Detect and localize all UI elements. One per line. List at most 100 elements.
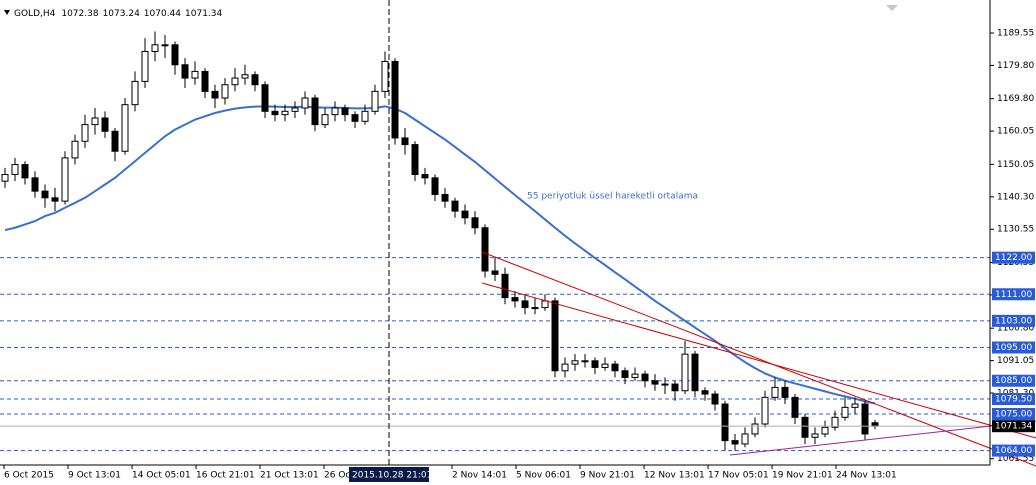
- candle-body: [721, 403, 729, 442]
- candle-body: [551, 300, 559, 372]
- candle-body: [171, 44, 179, 66]
- level-label: 1085.00: [995, 376, 1032, 386]
- candle-body: [631, 373, 639, 378]
- cursor-label-box: [349, 467, 429, 482]
- symbol: GOLD,H4: [14, 9, 56, 19]
- candle-body: [691, 353, 699, 392]
- menu-icon[interactable]: [4, 10, 10, 15]
- x-tick-label: 16 Oct 21:01: [196, 471, 255, 481]
- candle-body: [351, 114, 359, 122]
- trend-line: [729, 420, 1036, 456]
- candle-body: [701, 390, 709, 395]
- candle-body: [151, 44, 159, 52]
- candle-body: [391, 60, 399, 139]
- level-label: 1095.00: [995, 343, 1032, 353]
- candle-body: [321, 114, 329, 126]
- y-tick-label: 1189.55: [997, 28, 1034, 38]
- candle-body: [771, 386, 779, 398]
- x-tick-label: 19 Nov 21:01: [772, 471, 833, 481]
- candle-body: [471, 217, 479, 229]
- candle-body: [431, 177, 439, 195]
- y-tick-label: 1150.05: [997, 160, 1034, 170]
- y-tick-label: 1061.55: [997, 454, 1034, 464]
- y-tick-label: 1169.80: [997, 94, 1034, 104]
- candle-body: [521, 300, 529, 309]
- high: 1073.24: [103, 9, 140, 19]
- candle-body: [651, 380, 659, 385]
- candle-body: [861, 403, 869, 435]
- level-label: 1079.50: [995, 395, 1032, 405]
- close: 1071.34: [185, 9, 222, 19]
- x-tick-label: 12 Nov 13:01: [644, 471, 705, 481]
- trend-line: [481, 251, 1036, 467]
- candle-body: [571, 360, 579, 365]
- candle-body: [161, 44, 169, 47]
- candle-body: [811, 433, 819, 438]
- x-tick-label: 5 Nov 06:01: [516, 471, 571, 481]
- x-tick-label: 6 Oct 2015: [4, 471, 54, 481]
- candle-body: [231, 77, 239, 86]
- y-tick-label: 1160.05: [997, 127, 1034, 137]
- x-tick-label: 21 Oct 13:01: [260, 471, 319, 481]
- candle-body: [191, 70, 199, 79]
- ema-line: [4, 105, 876, 405]
- candle-body: [331, 107, 339, 116]
- candle-body: [841, 406, 849, 418]
- candle-body: [311, 97, 319, 126]
- plot-area: [0, 31, 990, 452]
- level-label-box: [992, 393, 1035, 406]
- candle-body: [851, 403, 859, 408]
- level-label-box: [992, 444, 1035, 457]
- open: 1072.38: [61, 9, 98, 19]
- candle-body: [201, 70, 209, 92]
- scroll-icon[interactable]: [886, 5, 898, 11]
- candle-body: [371, 90, 379, 112]
- candle-body: [821, 426, 829, 435]
- annotation: 55 periyotluk üssel hareketli ortalama: [527, 192, 698, 202]
- level-label-box: [992, 374, 1035, 387]
- candle-body: [761, 396, 769, 425]
- candle-body: [61, 157, 69, 202]
- candle-body: [81, 124, 89, 142]
- candle-body: [341, 107, 349, 116]
- candle-body: [411, 144, 419, 176]
- level-label-box: [992, 408, 1035, 421]
- candle-body: [751, 423, 759, 435]
- level-label: 1111.00: [995, 290, 1032, 300]
- level-label: 1122.00: [995, 253, 1032, 263]
- candle-body: [91, 117, 99, 126]
- candle-body: [601, 363, 609, 368]
- candle-body: [561, 363, 569, 372]
- y-tick-label: 1140.30: [997, 192, 1034, 202]
- candle-body: [31, 177, 39, 192]
- candle-body: [131, 80, 139, 106]
- candle-body: [871, 422, 879, 427]
- x-tick-label: 9 Oct 13:01: [68, 471, 121, 481]
- candle-body: [281, 110, 289, 116]
- candle-body: [11, 164, 19, 176]
- candle-body: [541, 300, 549, 309]
- level-label: 1103.00: [995, 316, 1032, 326]
- candle-body: [301, 97, 309, 109]
- x-tick-label: 17 Nov 05:01: [708, 471, 769, 481]
- x-tick-label: 24 Nov 13:01: [836, 471, 897, 481]
- level-label: 1064.00: [995, 446, 1032, 456]
- candle-body: [121, 104, 129, 152]
- candle-body: [21, 164, 29, 179]
- y-tick-label: 1100.80: [997, 324, 1034, 334]
- candle-body: [381, 60, 389, 92]
- candle-body: [681, 353, 689, 392]
- level-label-box: [992, 251, 1035, 264]
- candle-body: [831, 416, 839, 428]
- y-tick-label: 1179.80: [997, 61, 1034, 71]
- x-tick-label: 26 Oc: [324, 471, 350, 481]
- candle-body: [241, 74, 249, 79]
- candle-body: [451, 200, 459, 212]
- candle-body: [111, 130, 119, 152]
- candle-body: [621, 370, 629, 378]
- candle-body: [501, 273, 509, 299]
- y-tick-label: 1130.55: [997, 225, 1034, 235]
- candle-body: [101, 117, 109, 132]
- low: 1070.44: [144, 9, 181, 19]
